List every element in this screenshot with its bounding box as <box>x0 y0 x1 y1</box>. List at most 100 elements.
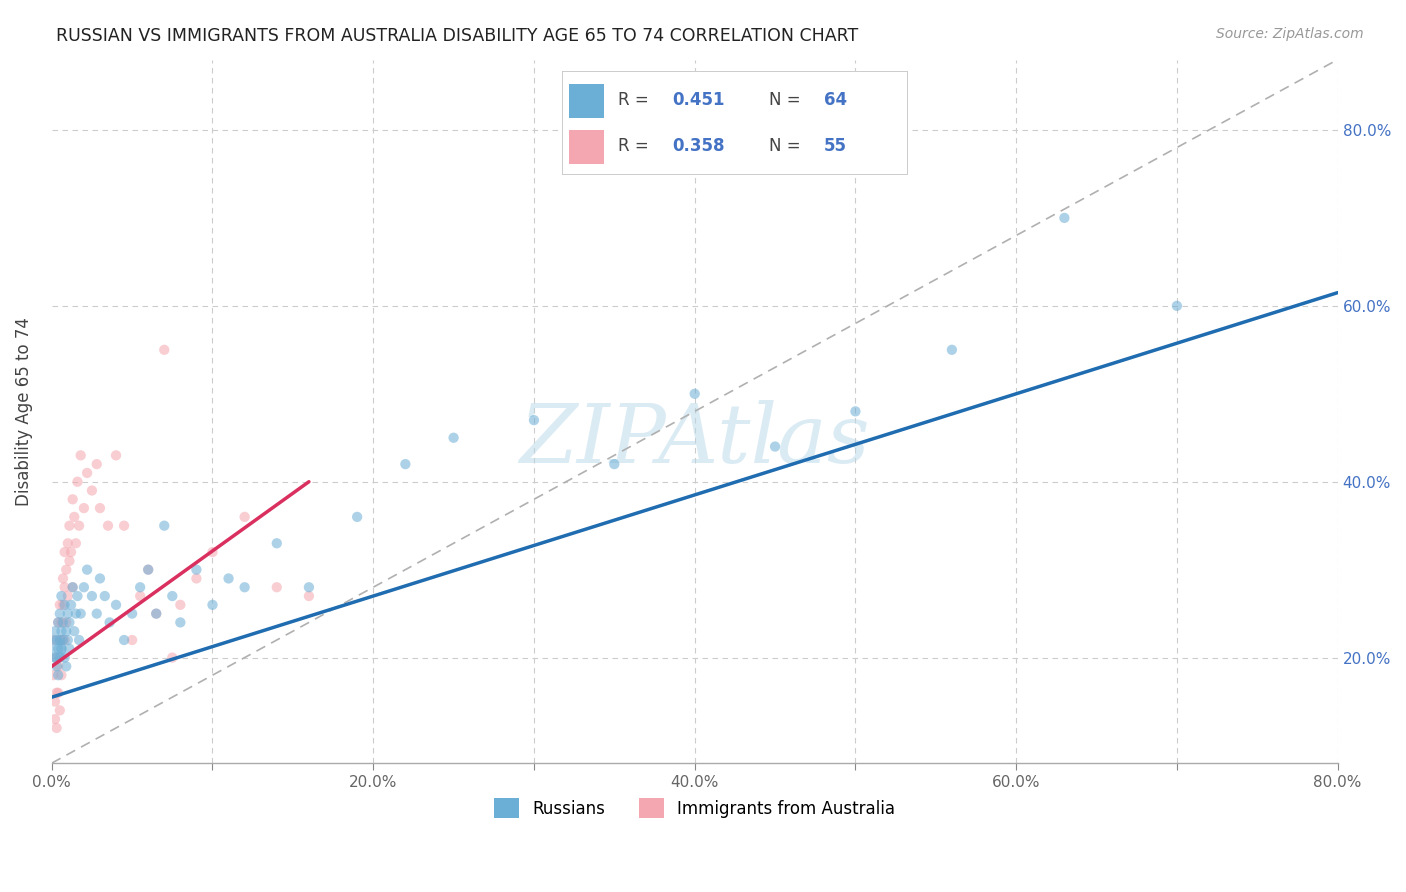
Point <box>51 633 73 648</box>
Point <box>53 545 76 559</box>
Point <box>162 589 184 603</box>
Point <box>45 633 67 648</box>
Point <box>56 633 79 648</box>
Point <box>53 650 76 665</box>
Point <box>46 615 69 630</box>
Point <box>58 615 80 630</box>
Point <box>53 580 76 594</box>
Point <box>45 650 67 665</box>
Point <box>49 598 72 612</box>
Point <box>45 721 67 735</box>
Point <box>298 580 321 594</box>
Y-axis label: Disability Age 65 to 74: Disability Age 65 to 74 <box>15 317 32 506</box>
Point <box>129 580 152 594</box>
Point <box>162 650 184 665</box>
Point <box>1166 299 1188 313</box>
Point <box>129 589 152 603</box>
Point <box>201 598 224 612</box>
Text: 64: 64 <box>824 91 848 109</box>
Text: Source: ZipAtlas.com: Source: ZipAtlas.com <box>1216 27 1364 41</box>
Point <box>52 615 75 630</box>
Point <box>66 589 89 603</box>
Point <box>51 668 73 682</box>
FancyBboxPatch shape <box>569 84 603 118</box>
Point <box>73 501 96 516</box>
Point <box>523 413 546 427</box>
Point <box>55 615 77 630</box>
Point <box>60 598 83 612</box>
Point <box>67 633 90 648</box>
Point <box>603 457 626 471</box>
FancyBboxPatch shape <box>569 130 603 163</box>
Point <box>46 615 69 630</box>
Point <box>60 545 83 559</box>
Text: N =: N = <box>769 137 806 155</box>
Text: 0.358: 0.358 <box>672 137 725 155</box>
Point <box>49 607 72 621</box>
Point <box>42 633 65 648</box>
Point <box>266 580 288 594</box>
Point <box>80 589 103 603</box>
Point <box>44 695 66 709</box>
Point <box>44 624 66 639</box>
Point <box>53 598 76 612</box>
Point <box>69 448 91 462</box>
Point <box>56 536 79 550</box>
Point <box>55 624 77 639</box>
Point <box>44 650 66 665</box>
Point <box>112 518 135 533</box>
Text: 55: 55 <box>824 137 848 155</box>
Point <box>136 563 159 577</box>
Point <box>76 466 98 480</box>
Point <box>49 650 72 665</box>
Point <box>186 563 208 577</box>
Point <box>218 571 240 585</box>
Point <box>346 509 368 524</box>
Point <box>112 633 135 648</box>
Point <box>169 615 191 630</box>
Point <box>45 686 67 700</box>
Point <box>233 580 256 594</box>
Text: R =: R = <box>617 137 654 155</box>
Legend: Russians, Immigrants from Australia: Russians, Immigrants from Australia <box>488 791 901 825</box>
Point <box>65 607 87 621</box>
Point <box>121 633 143 648</box>
Point <box>443 431 465 445</box>
Text: R =: R = <box>617 91 654 109</box>
Point <box>94 589 117 603</box>
Point <box>844 404 866 418</box>
Point <box>683 386 706 401</box>
Point <box>233 509 256 524</box>
Point <box>266 536 288 550</box>
Point <box>55 659 77 673</box>
Point <box>136 563 159 577</box>
Text: 0.451: 0.451 <box>672 91 725 109</box>
Point <box>62 580 84 594</box>
Point <box>763 440 786 454</box>
Text: ZIPAtlas: ZIPAtlas <box>519 400 870 480</box>
Point <box>153 518 176 533</box>
Point <box>98 615 121 630</box>
Point <box>73 580 96 594</box>
Point <box>298 589 321 603</box>
Point <box>56 589 79 603</box>
Point <box>51 589 73 603</box>
Point <box>46 686 69 700</box>
Point <box>46 668 69 682</box>
Point <box>201 545 224 559</box>
Point <box>69 607 91 621</box>
Point <box>49 633 72 648</box>
Point <box>46 641 69 656</box>
Point <box>45 659 67 673</box>
Point <box>67 518 90 533</box>
Point <box>121 607 143 621</box>
Point <box>145 607 167 621</box>
Point <box>51 641 73 656</box>
Text: N =: N = <box>769 91 806 109</box>
Point <box>56 607 79 621</box>
Point <box>80 483 103 498</box>
Point <box>186 571 208 585</box>
Point <box>58 641 80 656</box>
Point <box>97 518 120 533</box>
Point <box>42 668 65 682</box>
